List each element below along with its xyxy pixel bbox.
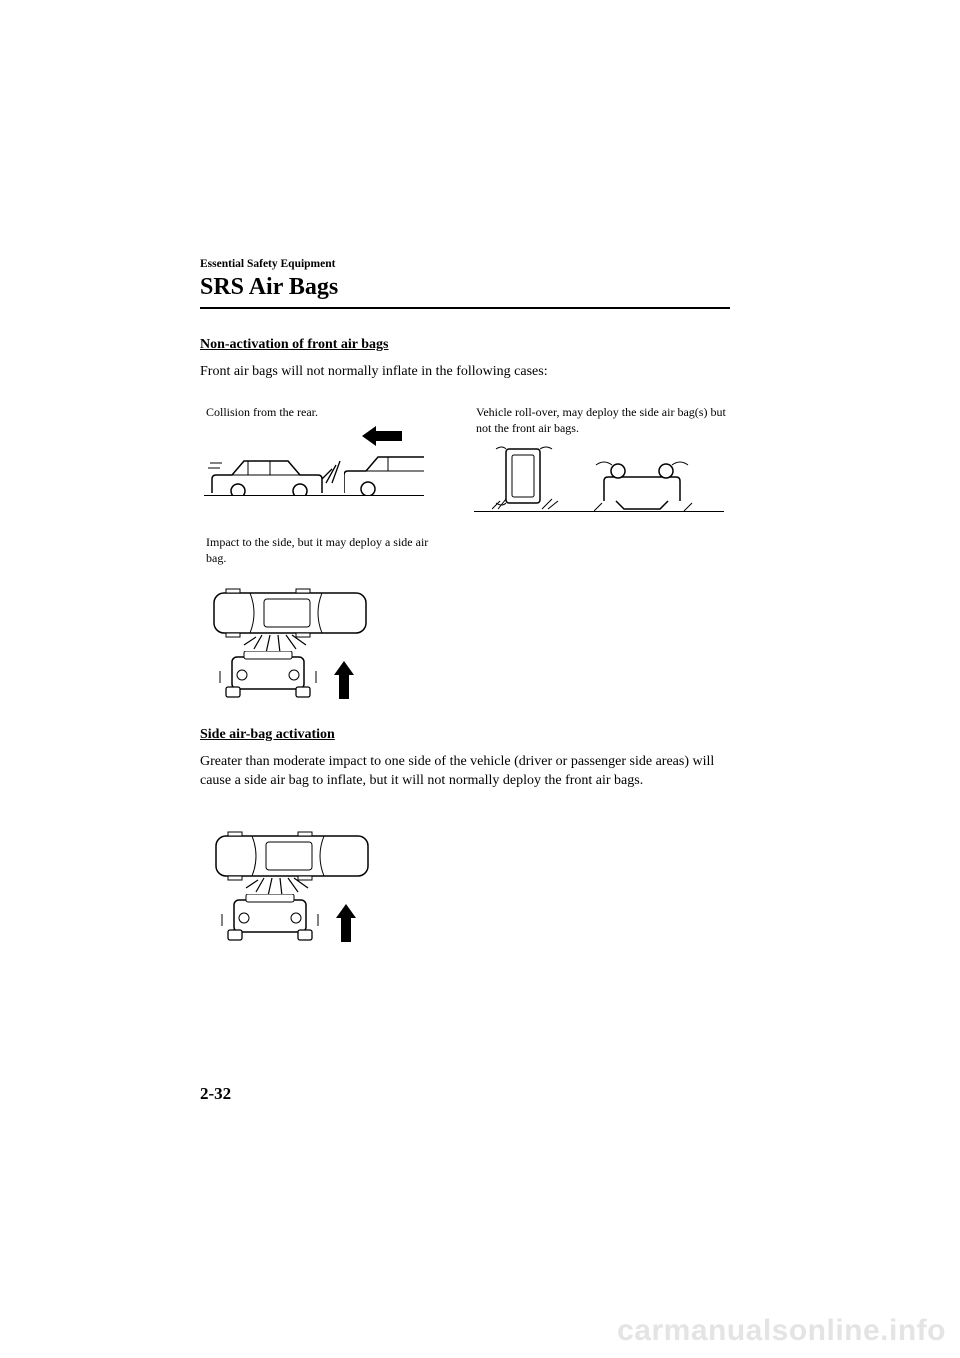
diagram-rollover	[474, 446, 724, 512]
car-outline-icon	[208, 445, 326, 495]
car-front-partial-icon	[344, 439, 424, 495]
figure-row-2: Impact to the side, but it may deploy a …	[200, 534, 730, 696]
title-rule	[200, 307, 730, 309]
section1-intro: Front air bags will not normally inflate…	[200, 363, 730, 382]
caption-rollover: Vehicle roll-over, may deploy the side a…	[470, 404, 730, 436]
section2-body: Greater than moderate impact to one side…	[200, 753, 730, 791]
arrow-up-icon	[336, 904, 356, 942]
page-number: 2-32	[200, 1084, 231, 1104]
section1-heading: Non-activation of front air bags	[200, 337, 730, 353]
arrow-up-icon	[334, 661, 354, 699]
content-column: Essential Safety Equipment SRS Air Bags …	[200, 258, 730, 940]
watermark: carmanualsonline.info	[617, 1314, 946, 1348]
caption-side: Impact to the side, but it may deploy a …	[200, 534, 430, 566]
figure-side-impact: Impact to the side, but it may deploy a …	[200, 534, 430, 696]
diagram-rear-collision	[204, 430, 424, 496]
car-top-view-icon	[208, 820, 378, 898]
figure-rear-collision: Collision from the rear.	[200, 404, 430, 512]
arrow-left-icon	[362, 426, 402, 446]
section2-heading: Side air-bag activation	[200, 727, 730, 743]
chapter-label: Essential Safety Equipment	[200, 258, 730, 270]
car-front-view-icon	[218, 894, 328, 942]
manual-page: Essential Safety Equipment SRS Air Bags …	[0, 0, 960, 1358]
diagram-side-impact	[206, 577, 386, 697]
diagram-side-activation	[208, 820, 388, 940]
figure-row-1: Collision from the rear.	[200, 404, 730, 512]
caption-rear: Collision from the rear.	[200, 404, 430, 420]
car-top-view-icon	[206, 577, 376, 655]
car-front-view-icon	[216, 651, 326, 699]
car-on-side-icon	[492, 443, 562, 511]
figure-rollover: Vehicle roll-over, may deploy the side a…	[470, 404, 730, 512]
car-upside-down-icon	[594, 451, 694, 511]
page-title: SRS Air Bags	[200, 274, 730, 301]
